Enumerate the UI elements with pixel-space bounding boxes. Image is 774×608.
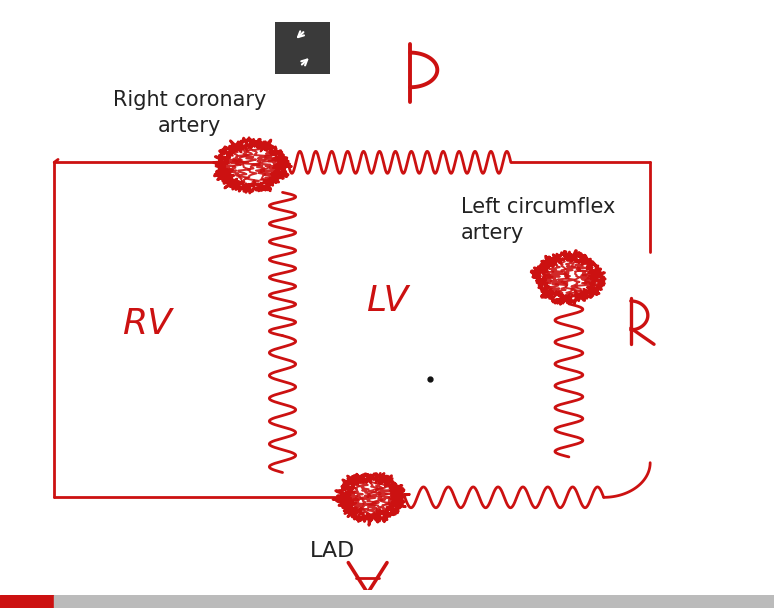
Bar (0, 595, 54, 608)
Text: Right coronary
artery: Right coronary artery (113, 90, 266, 136)
Text: Left circumflex
artery: Left circumflex artery (461, 197, 615, 243)
FancyBboxPatch shape (269, 17, 336, 80)
Text: LAD: LAD (310, 541, 355, 561)
Text: LV: LV (366, 284, 408, 318)
Text: RV: RV (122, 307, 172, 341)
